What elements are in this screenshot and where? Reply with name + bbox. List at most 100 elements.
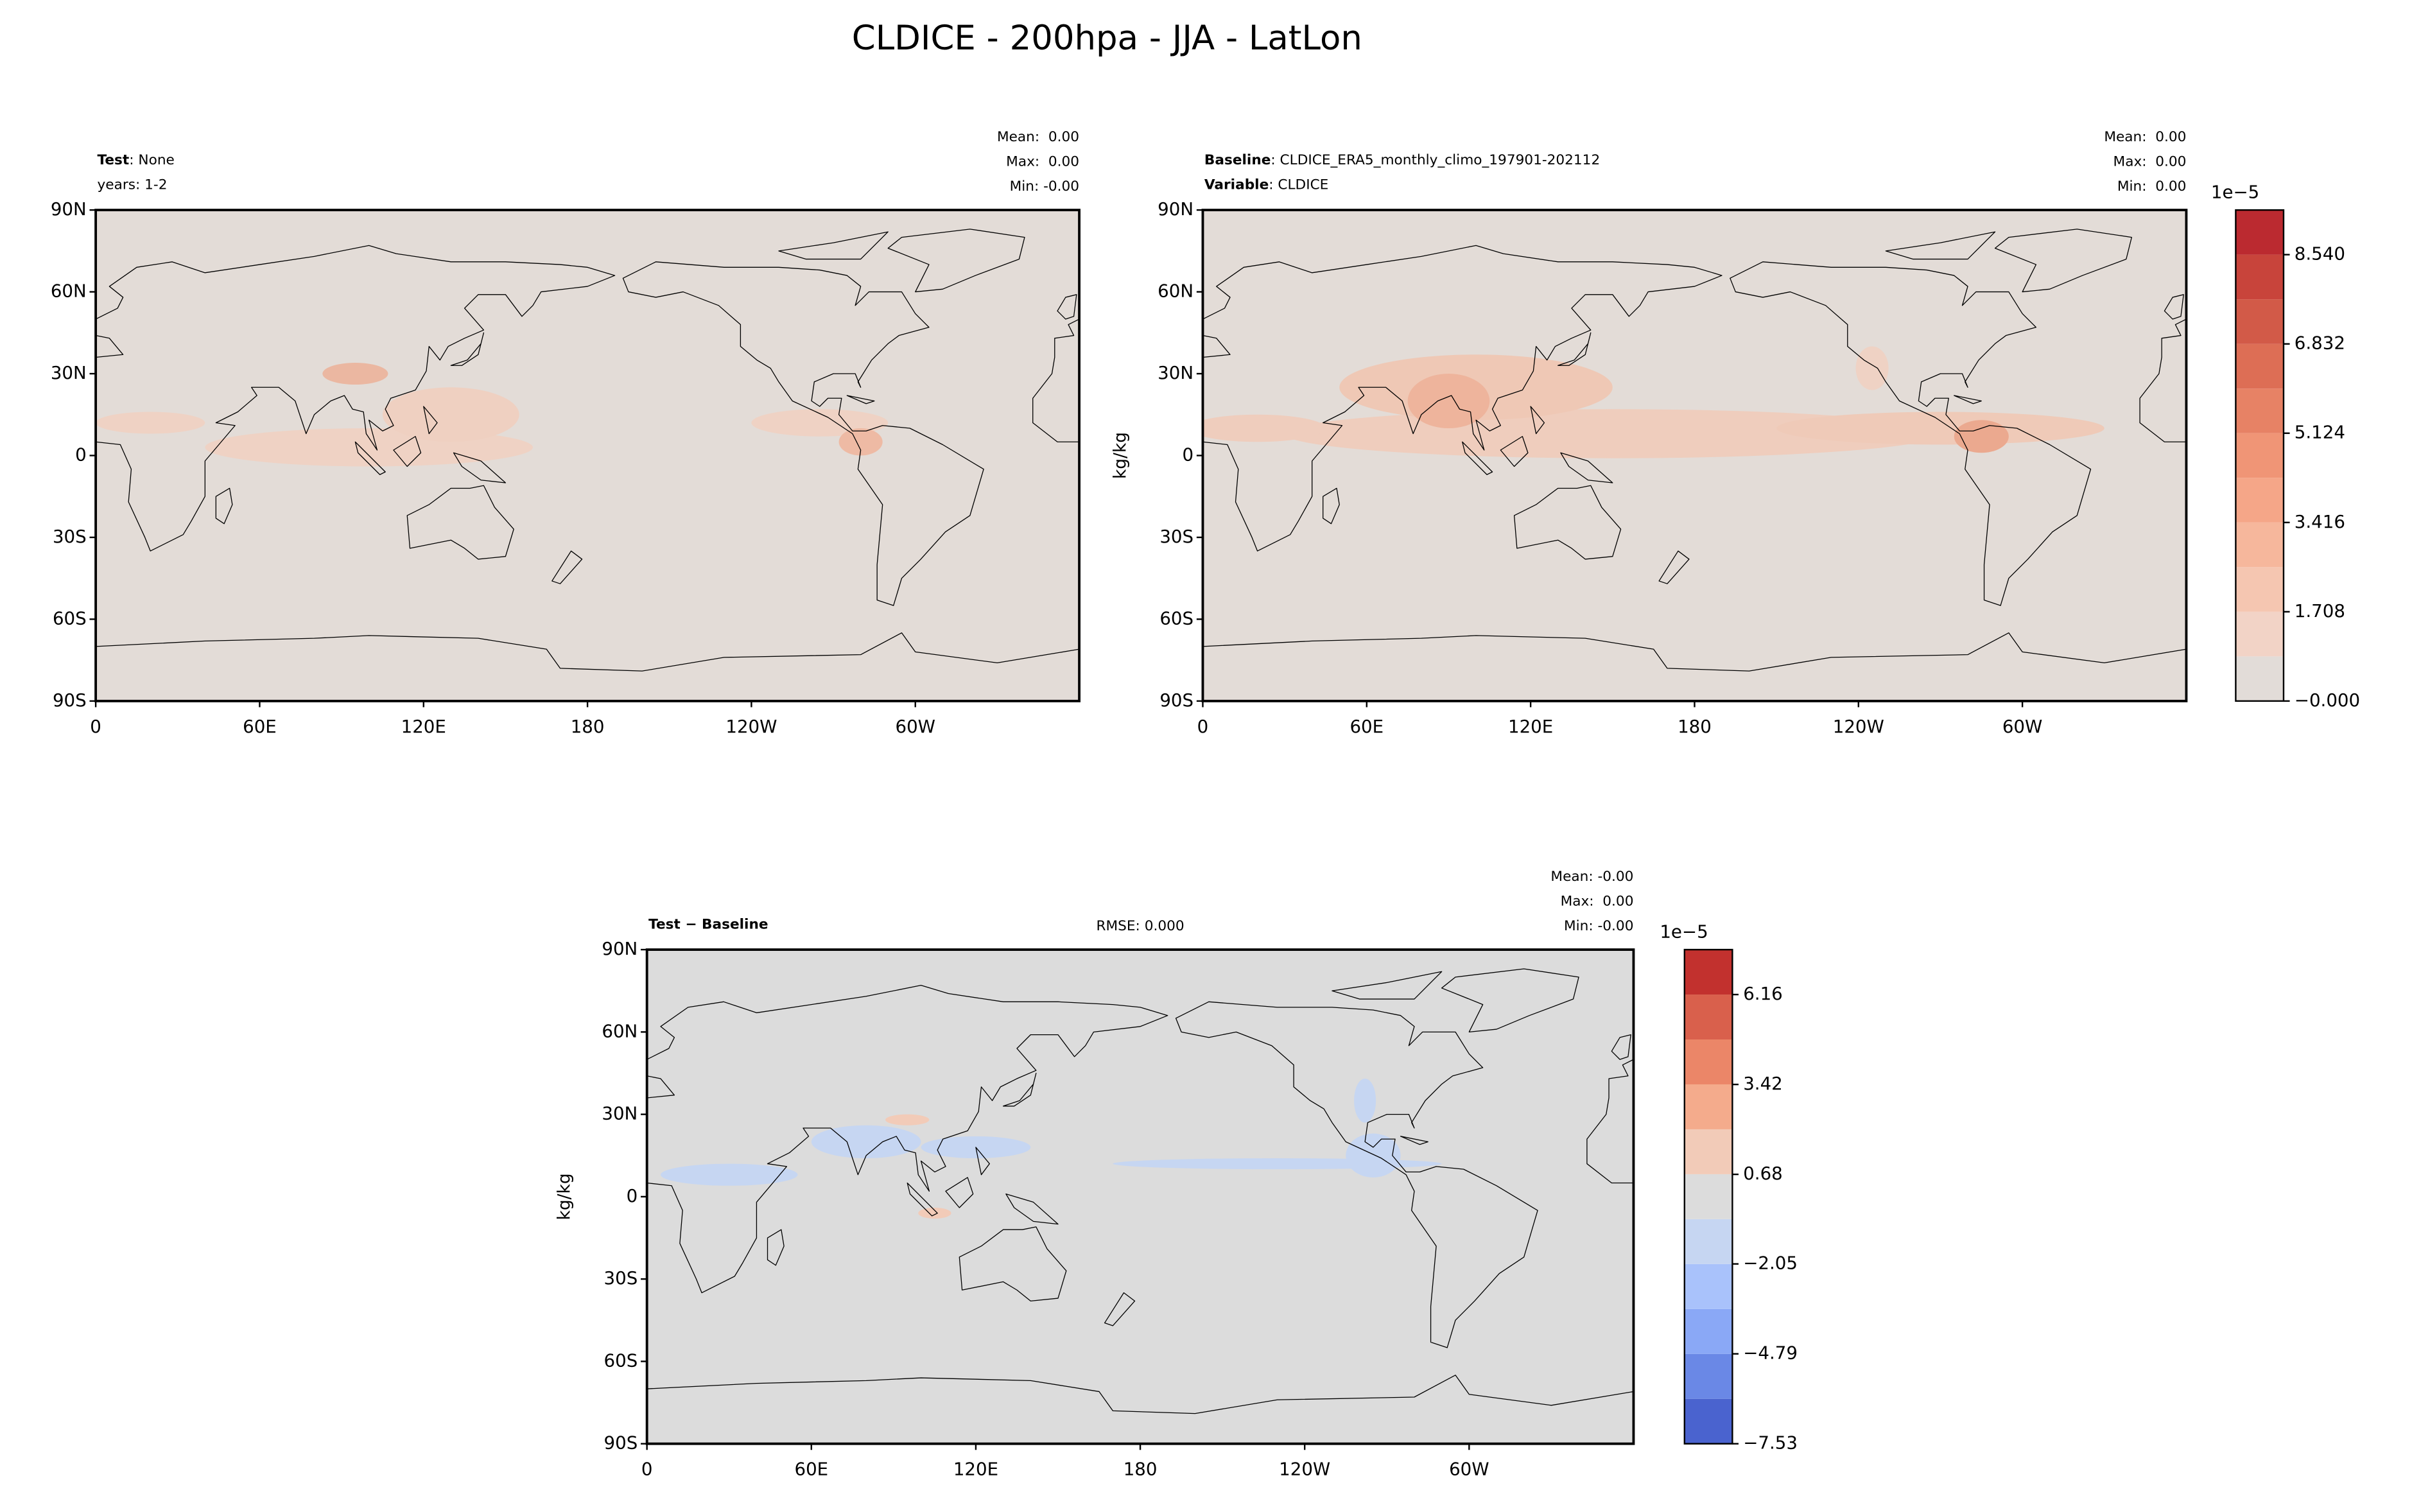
x-tick-label: 0 xyxy=(90,716,101,737)
colorbar-level xyxy=(2235,210,2284,255)
x-tick-label: 60E xyxy=(243,716,277,737)
colorbar-level xyxy=(2235,478,2284,523)
colorbar-level xyxy=(1684,1129,1733,1174)
colorbar-level xyxy=(2235,656,2284,701)
colorbar-level xyxy=(2235,567,2284,612)
x-tick-label: 60E xyxy=(1349,716,1384,737)
stat-line: Max: 0.00 xyxy=(2113,154,2187,170)
x-tick-label: 120E xyxy=(953,1459,998,1480)
x-tick-label: 120W xyxy=(1833,716,1884,737)
y-tick-label: 0 xyxy=(1182,444,1193,465)
stat-line: Min: 0.00 xyxy=(2117,178,2187,195)
y-tick-label: 60S xyxy=(53,607,87,629)
colorbar-level xyxy=(2235,611,2284,657)
x-tick-label: 60W xyxy=(895,716,935,737)
x-tick-label: 180 xyxy=(1124,1459,1158,1480)
panel-info: Baseline: CLDICE_ERA5_monthly_climo_1979… xyxy=(1204,152,1600,168)
info-value: years: 1-2 xyxy=(98,177,168,193)
y-tick-label: 90N xyxy=(602,938,638,959)
x-tick-label: 120W xyxy=(725,716,777,737)
colorbar-level xyxy=(2235,522,2284,568)
panel-info: Test: None xyxy=(98,152,175,168)
info-key: Variable xyxy=(1204,177,1269,193)
panel-info: years: 1-2 xyxy=(98,177,168,193)
y-axis-label: kg/kg xyxy=(1111,432,1131,479)
colorbar-frame xyxy=(1683,948,1733,1445)
y-tick-label: 30S xyxy=(604,1267,638,1289)
colorbar-tick-label: 8.540 xyxy=(2295,243,2345,265)
stat-line: Min: -0.00 xyxy=(1564,918,1633,934)
colorbar-tick-label: −0.000 xyxy=(2295,690,2360,711)
y-tick-label: 30S xyxy=(1159,526,1193,547)
panel-info: Variable: CLDICE xyxy=(1204,177,1328,193)
colorbar-level xyxy=(2235,433,2284,478)
y-tick-label: 30N xyxy=(1158,362,1193,383)
stat-line: Max: 0.00 xyxy=(1006,154,1079,170)
x-tick-label: 60W xyxy=(2002,716,2043,737)
colorbar-level xyxy=(1684,1174,1733,1219)
rmse-label: RMSE: 0.000 xyxy=(1096,918,1184,934)
info-key: Test − Baseline xyxy=(648,917,768,933)
y-tick-label: 90S xyxy=(53,690,87,711)
colorbar-offset: 1e−5 xyxy=(1660,921,1708,943)
y-tick-label: 60S xyxy=(604,1350,638,1371)
colorbar-level xyxy=(2235,388,2284,433)
y-tick-label: 90S xyxy=(604,1432,638,1454)
y-tick-label: 30N xyxy=(602,1103,638,1124)
colorbar-tick-label: 1.708 xyxy=(2295,600,2345,621)
colorbar-tick-label: 3.416 xyxy=(2295,511,2345,532)
info-value: : None xyxy=(129,152,175,168)
y-tick-label: 60N xyxy=(51,281,87,302)
y-tick-label: 90N xyxy=(51,198,87,220)
map-background xyxy=(646,950,1634,1444)
colorbar-level xyxy=(1684,1219,1733,1264)
y-tick-label: 30S xyxy=(53,526,87,547)
y-tick-label: 60N xyxy=(1158,281,1193,302)
stat-line: Min: -0.00 xyxy=(1010,178,1079,195)
y-axis-label: kg/kg xyxy=(555,1173,575,1220)
colorbar-frame xyxy=(2235,209,2285,702)
colorbar-tick-label: 5.124 xyxy=(2295,422,2345,443)
colorbar-tick-label: −4.79 xyxy=(1743,1343,1798,1364)
colorbar-level xyxy=(2235,254,2284,300)
colorbar-level xyxy=(1684,1264,1733,1309)
colorbar-tick-label: −7.53 xyxy=(1743,1432,1798,1454)
colorbar-level xyxy=(1684,1308,1733,1354)
colorbar-level xyxy=(1684,1084,1733,1129)
x-tick-label: 60W xyxy=(1449,1459,1489,1480)
x-tick-label: 60E xyxy=(794,1459,828,1480)
y-tick-label: 60S xyxy=(1159,607,1193,629)
colorbar-level xyxy=(1684,1353,1733,1399)
y-tick-label: 0 xyxy=(75,444,87,465)
info-key: Test xyxy=(98,152,130,168)
info-value: : CLDICE xyxy=(1269,177,1328,193)
colorbar-tick-label: 6.16 xyxy=(1743,983,1783,1004)
y-tick-label: 90S xyxy=(1159,690,1193,711)
y-tick-label: 60N xyxy=(602,1020,638,1041)
y-tick-label: 90N xyxy=(1158,198,1193,220)
stat-line: Mean: -0.00 xyxy=(1550,869,1633,885)
figure-title: CLDICE - 200hpa - JJA - LatLon xyxy=(852,19,1362,58)
colorbar-tick-label: 6.832 xyxy=(2295,333,2345,354)
colorbar-tick-label: 0.68 xyxy=(1743,1163,1783,1184)
y-tick-label: 30N xyxy=(51,362,87,383)
stat-line: Mean: 0.00 xyxy=(997,129,1079,145)
info-value: : CLDICE_ERA5_monthly_climo_197901-20211… xyxy=(1271,152,1600,168)
colorbar-level xyxy=(2235,299,2284,344)
stat-line: Max: 0.00 xyxy=(1561,894,1634,910)
colorbar-level xyxy=(1684,1398,1733,1444)
panel-info: Test − Baseline xyxy=(648,917,768,933)
x-tick-label: 120W xyxy=(1279,1459,1330,1480)
x-tick-label: 180 xyxy=(1678,716,1712,737)
x-tick-label: 120E xyxy=(1508,716,1553,737)
y-tick-label: 0 xyxy=(627,1185,638,1206)
colorbar-tick-label: 3.42 xyxy=(1743,1073,1783,1094)
colorbar-level xyxy=(2235,343,2284,389)
colorbar-offset: 1e−5 xyxy=(2211,182,2259,203)
colorbar-level xyxy=(1684,1039,1733,1084)
x-tick-label: 0 xyxy=(641,1459,653,1480)
x-tick-label: 180 xyxy=(571,716,605,737)
info-key: Baseline xyxy=(1204,152,1271,168)
x-tick-label: 0 xyxy=(1197,716,1209,737)
